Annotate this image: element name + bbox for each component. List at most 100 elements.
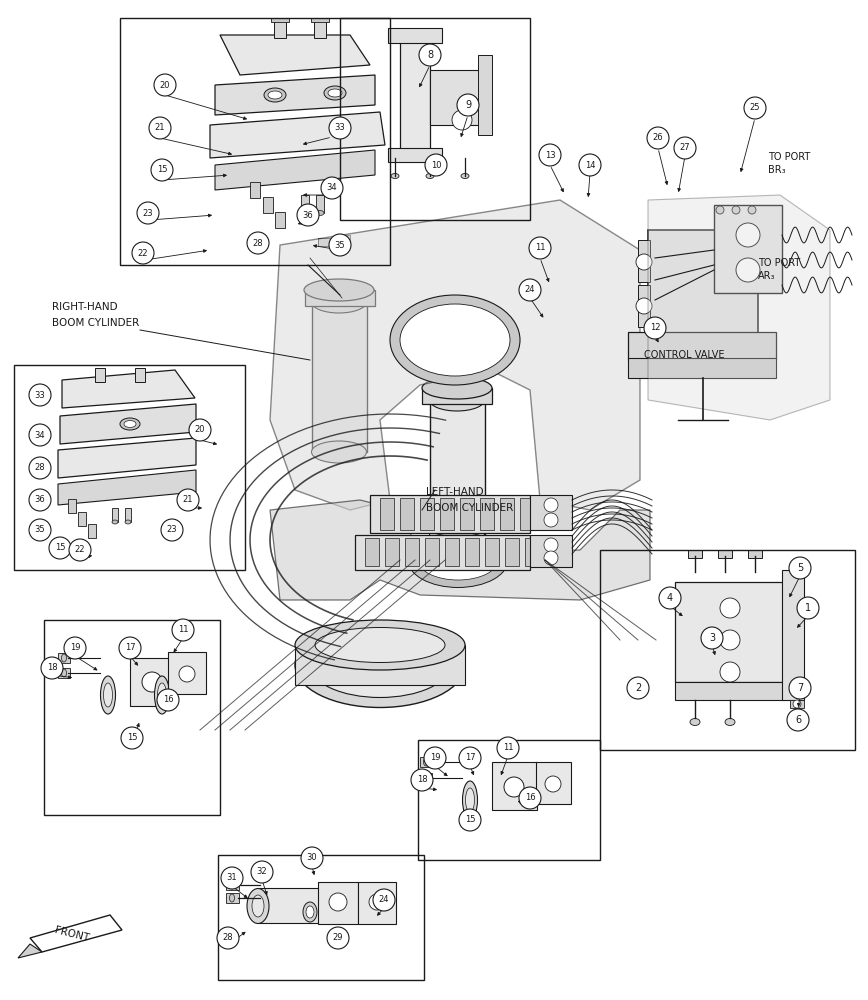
Bar bbox=[420, 498, 434, 530]
Ellipse shape bbox=[463, 781, 477, 819]
Circle shape bbox=[373, 889, 395, 911]
Text: 28: 28 bbox=[253, 238, 263, 247]
Circle shape bbox=[519, 279, 541, 301]
Bar bbox=[58, 653, 70, 663]
Bar bbox=[342, 235, 350, 247]
Bar bbox=[675, 582, 785, 682]
Circle shape bbox=[327, 927, 349, 949]
Bar bbox=[530, 495, 572, 530]
Bar bbox=[430, 400, 485, 535]
Text: TO PORT: TO PORT bbox=[768, 152, 810, 162]
Text: 24: 24 bbox=[525, 286, 536, 294]
Bar bbox=[370, 495, 530, 533]
Ellipse shape bbox=[324, 86, 346, 100]
Text: 14: 14 bbox=[585, 160, 595, 169]
Bar bbox=[422, 388, 492, 404]
Circle shape bbox=[329, 234, 351, 256]
Text: CONTROL VALVE: CONTROL VALVE bbox=[644, 350, 725, 360]
Bar bbox=[316, 195, 324, 213]
Circle shape bbox=[636, 298, 652, 314]
Circle shape bbox=[119, 637, 141, 659]
Ellipse shape bbox=[155, 676, 169, 714]
Ellipse shape bbox=[229, 894, 234, 902]
Circle shape bbox=[189, 419, 211, 441]
Bar bbox=[425, 538, 439, 566]
Polygon shape bbox=[58, 438, 196, 478]
Text: 18: 18 bbox=[417, 776, 427, 784]
Circle shape bbox=[627, 677, 649, 699]
Bar bbox=[420, 757, 432, 767]
Circle shape bbox=[29, 424, 51, 446]
Bar bbox=[14, 365, 245, 570]
Bar bbox=[78, 512, 86, 526]
Text: BR₃: BR₃ bbox=[768, 165, 786, 175]
Circle shape bbox=[411, 769, 433, 791]
Bar bbox=[520, 498, 534, 530]
Text: 35: 35 bbox=[35, 526, 45, 534]
Ellipse shape bbox=[408, 532, 508, 587]
Text: 34: 34 bbox=[35, 430, 45, 440]
Text: 10: 10 bbox=[431, 160, 441, 169]
Circle shape bbox=[179, 666, 195, 682]
Circle shape bbox=[720, 630, 740, 650]
Text: 15: 15 bbox=[55, 544, 65, 552]
Ellipse shape bbox=[310, 633, 450, 698]
Bar bbox=[385, 538, 399, 566]
Ellipse shape bbox=[312, 441, 366, 463]
Circle shape bbox=[544, 513, 558, 527]
Text: 19: 19 bbox=[430, 754, 440, 762]
Bar bbox=[500, 498, 514, 530]
Bar bbox=[418, 740, 600, 860]
Circle shape bbox=[29, 489, 51, 511]
Bar bbox=[263, 197, 273, 213]
Bar bbox=[430, 70, 480, 125]
Bar bbox=[492, 762, 537, 810]
Text: 20: 20 bbox=[160, 81, 170, 90]
Circle shape bbox=[425, 154, 447, 176]
Ellipse shape bbox=[247, 888, 269, 924]
Ellipse shape bbox=[252, 895, 264, 917]
Text: 1: 1 bbox=[805, 603, 811, 613]
Circle shape bbox=[457, 94, 479, 116]
Circle shape bbox=[217, 927, 239, 949]
Circle shape bbox=[149, 117, 171, 139]
Ellipse shape bbox=[62, 669, 67, 677]
Ellipse shape bbox=[295, 622, 465, 708]
Circle shape bbox=[787, 709, 809, 731]
Circle shape bbox=[504, 777, 524, 797]
Bar bbox=[88, 524, 96, 538]
Circle shape bbox=[29, 384, 51, 406]
Text: 15: 15 bbox=[157, 165, 168, 174]
Text: 8: 8 bbox=[427, 50, 433, 60]
Circle shape bbox=[297, 204, 319, 226]
Text: 23: 23 bbox=[142, 209, 154, 218]
Circle shape bbox=[789, 557, 811, 579]
Text: 21: 21 bbox=[155, 123, 165, 132]
Text: 33: 33 bbox=[335, 123, 345, 132]
Ellipse shape bbox=[120, 418, 140, 430]
Circle shape bbox=[579, 154, 601, 176]
Bar bbox=[130, 658, 175, 706]
Circle shape bbox=[419, 44, 441, 66]
Bar bbox=[505, 538, 519, 566]
Bar bbox=[358, 882, 396, 924]
Bar bbox=[530, 535, 572, 567]
Text: 36: 36 bbox=[35, 495, 45, 504]
Polygon shape bbox=[270, 500, 650, 600]
Bar bbox=[355, 535, 530, 570]
Ellipse shape bbox=[125, 520, 131, 524]
Bar bbox=[675, 682, 785, 700]
Ellipse shape bbox=[725, 718, 735, 726]
Bar bbox=[135, 368, 145, 382]
Circle shape bbox=[29, 457, 51, 479]
Bar bbox=[125, 508, 131, 522]
Circle shape bbox=[64, 637, 86, 659]
Circle shape bbox=[720, 662, 740, 682]
Ellipse shape bbox=[422, 377, 492, 399]
Polygon shape bbox=[220, 35, 370, 75]
Bar bbox=[58, 668, 70, 678]
Text: 15: 15 bbox=[127, 734, 137, 742]
Ellipse shape bbox=[251, 240, 265, 250]
Circle shape bbox=[177, 489, 199, 511]
Bar bbox=[628, 332, 776, 360]
